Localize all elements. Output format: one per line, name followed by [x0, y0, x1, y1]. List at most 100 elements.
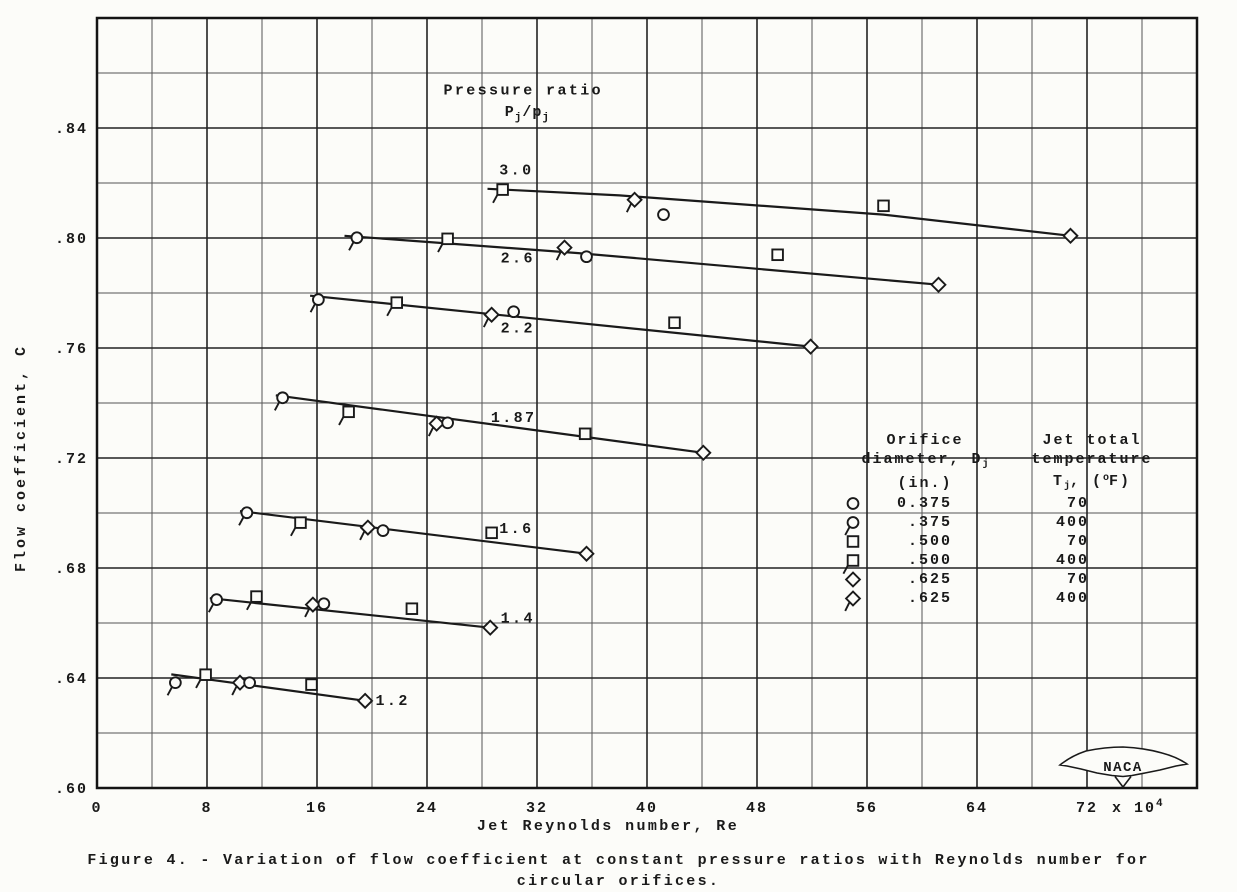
square-shape: [877, 199, 890, 213]
square-marker: [668, 316, 681, 329]
diamond-shape: [844, 571, 862, 588]
diamond-shape: [578, 545, 595, 562]
legend-header-line: (in.): [897, 475, 953, 492]
circle-shape: [169, 676, 182, 690]
square-tailed-marker: [437, 232, 454, 253]
diamond-tailed-marker: [427, 415, 445, 437]
legend-header-line: Tj, (oF): [1052, 473, 1132, 492]
legend-temperature-value: 70: [1066, 571, 1089, 588]
x-tick-label: 72: [1076, 800, 1098, 817]
diamond-shape: [626, 191, 643, 209]
tail-stroke: [231, 685, 238, 696]
square-marker: [405, 602, 419, 615]
circle-tailed-marker: [207, 593, 223, 613]
square-shape: [496, 183, 509, 196]
legend: Orifice diameter, Dj (in.) Jet total temper…: [838, 431, 1190, 631]
square-shape: [294, 516, 307, 529]
square-tailed-marker: [195, 668, 212, 689]
circle-tailed-marker: [238, 506, 254, 526]
curve-label-2.2: 2.2: [501, 320, 535, 337]
tail-stroke: [348, 241, 355, 251]
diamond-marker: [578, 545, 595, 562]
circle-shape: [846, 516, 860, 529]
circle-shape: [441, 416, 454, 430]
caption-line2: circular orifices.: [516, 872, 721, 890]
square-shape: [668, 316, 681, 329]
legend-diameter-value: .625: [907, 571, 952, 588]
tail-stroke: [492, 194, 499, 204]
circle-tailed-marker: [273, 391, 289, 411]
legend-temperature-value: 400: [1055, 590, 1089, 607]
x-tick-label: 64: [966, 800, 988, 817]
x-axis-title: Jet Reynolds number, Re: [477, 818, 739, 835]
legend-header-line: Jet total: [1042, 432, 1142, 449]
legend-header-line: Orifice: [886, 432, 964, 449]
square-shape: [846, 535, 860, 548]
diamond-marker: [930, 276, 947, 293]
legend-diameter-value: .500: [907, 552, 952, 569]
square-shape: [578, 427, 592, 441]
x-tick-label: 32: [526, 800, 548, 817]
circle-shape: [580, 250, 593, 264]
curve-label-1.2: 1.2: [376, 693, 410, 710]
annotation-formula: Pj/pj: [505, 104, 550, 124]
circle-shape: [240, 506, 254, 520]
diamond-shape: [428, 415, 445, 432]
square-icon: [838, 532, 870, 551]
curve-label-2.6: 2.6: [501, 250, 535, 267]
x-tick-label: 0: [91, 800, 102, 817]
legend-diameter-value: .500: [907, 533, 952, 550]
y-tick-label: .76: [55, 341, 88, 358]
diamond-shape: [356, 692, 374, 710]
tail-stroke: [246, 601, 253, 611]
square-shape: [441, 232, 454, 246]
gridlines: [97, 18, 1197, 788]
circle-shape: [350, 231, 364, 245]
tail-stroke: [844, 601, 851, 612]
diamond-shape: [359, 519, 377, 536]
trend-line-3.0: [487, 187, 1071, 237]
circle-tailed-legend-marker: [844, 516, 860, 536]
naca-logo-label: NACA: [1103, 760, 1143, 776]
diamond-marker: [1062, 227, 1079, 245]
caption-line1: Figure 4. - Variation of flow coefficien…: [87, 852, 1150, 869]
diamond-shape: [1062, 227, 1079, 245]
x-axis-units-label: x 104: [1112, 798, 1165, 817]
legend-row: .625 70: [838, 570, 1190, 589]
tail-stroke: [359, 530, 366, 541]
square-shape: [771, 248, 784, 262]
circle-tailed-icon: [844, 516, 860, 536]
circle-marker: [317, 597, 331, 611]
square-marker: [578, 427, 592, 441]
naca-wings-icon: [1058, 746, 1190, 778]
tail-stroke: [166, 686, 173, 696]
curve-label-1.6: 1.6: [499, 521, 533, 538]
tail-stroke: [238, 516, 245, 526]
plot-frame: [95, 16, 1199, 790]
legend-rows: 0.375 70 .375 400 .500 70 .500 400 .625 70 .625 400: [838, 494, 1190, 612]
naca-logo: NACA: [1058, 746, 1190, 789]
circle-shape: [210, 593, 223, 606]
legend-header-diameter: Orifice diameter, Dj (in.): [850, 431, 1000, 493]
axis-tick-labels: 0 8 16 24 32 40 48 56 64 72 x 104 .60 .64 .68 .72 .76 .8…: [55, 121, 1165, 817]
diamond-marker: [356, 692, 374, 710]
square-tailed-marker: [246, 590, 263, 611]
diamond-tailed-marker: [625, 191, 643, 213]
pressure-ratio-annotation: Pressure ratio Pj/pj: [443, 83, 603, 124]
square-tailed-icon: [842, 554, 860, 575]
square-shape: [846, 554, 860, 567]
legend-temperature-value: 70: [1066, 533, 1089, 550]
tail-stroke: [437, 243, 444, 253]
diamond-shape: [482, 619, 499, 636]
x-tick-label: 16: [306, 800, 328, 817]
y-tick-label: .84: [55, 121, 88, 138]
diamond-legend-marker: [844, 571, 862, 588]
diamond-tailed-marker: [555, 239, 573, 261]
tail-stroke: [290, 527, 297, 537]
annotation-line1: Pressure ratio: [443, 83, 603, 100]
circle-shape: [507, 305, 520, 319]
square-shape: [305, 678, 318, 691]
diamond-shape: [695, 444, 712, 462]
